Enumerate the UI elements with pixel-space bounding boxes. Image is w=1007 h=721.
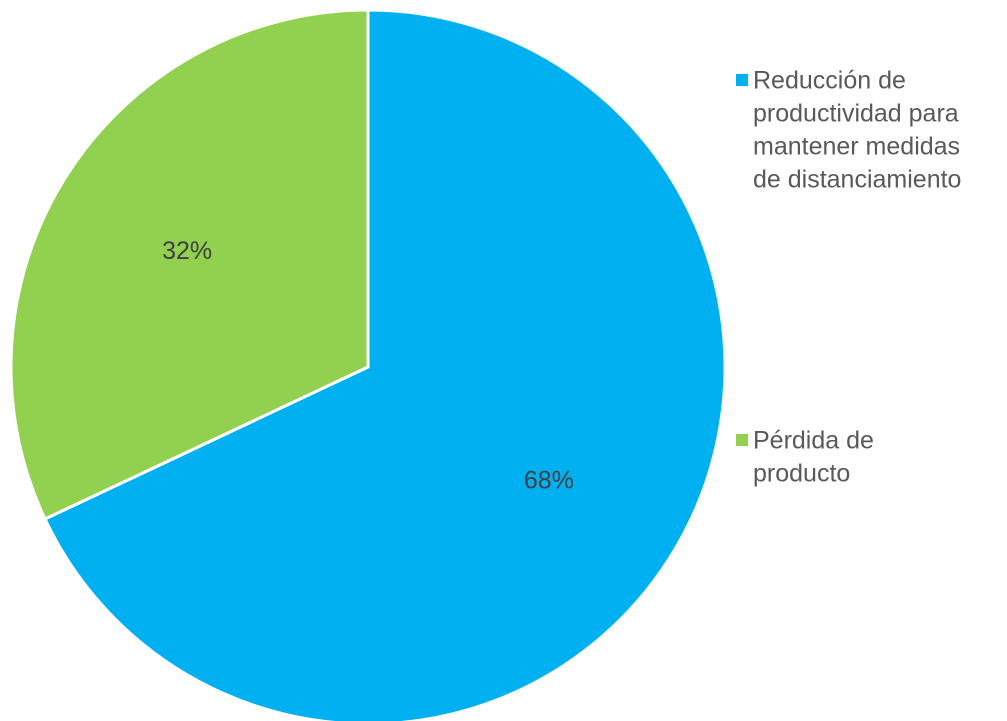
pie-slices (9, 8, 727, 721)
legend-swatch-1 (736, 74, 748, 86)
legend: Reducción de productividad para mantener m… (736, 67, 961, 488)
pie-slice-2 (9, 8, 370, 521)
legend-label-2: Pérdida de producto (753, 427, 874, 488)
slice-data-label-1: 68% (524, 466, 574, 494)
legend-label-1: Reducción de productividad para mantener m… (753, 67, 961, 194)
legend-swatch-2 (736, 434, 748, 446)
slice-labels: 68% 32% (162, 237, 574, 495)
slice-data-label-2: 32% (162, 237, 212, 265)
pie-slice-1 (42, 8, 727, 721)
